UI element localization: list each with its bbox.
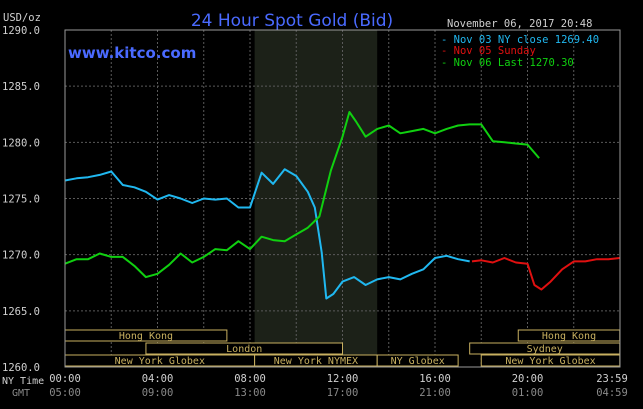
timestamp: November 06, 2017 20:48 bbox=[447, 18, 592, 30]
website-label[interactable]: www.kitco.com bbox=[68, 44, 196, 62]
session-label: London bbox=[226, 344, 262, 355]
session-label: New York NYMEX bbox=[274, 356, 358, 367]
grid-lines bbox=[64, 29, 621, 368]
x-tick-label-gmt: 05:00 bbox=[49, 387, 81, 399]
x-tick-label-ny: 12:00 bbox=[327, 373, 359, 385]
series-line-last bbox=[64, 111, 540, 279]
x-tick-label-gmt: 01:00 bbox=[512, 387, 544, 399]
x-tick-label-gmt: 21:00 bbox=[419, 387, 451, 399]
x-tick-label-gmt: 04:59 bbox=[596, 387, 628, 399]
legend-item-last: - Nov 06 Last 1270.30 bbox=[441, 57, 574, 69]
price-lines bbox=[64, 111, 620, 300]
chart-title: 24 Hour Spot Gold (Bid) bbox=[191, 11, 393, 31]
x-tick-label-ny: 04:00 bbox=[142, 373, 174, 385]
legend: - Nov 03 NY close 1269.40 - Nov 05 Sunda… bbox=[441, 34, 599, 69]
y-tick-label: 1275.0 bbox=[2, 194, 40, 206]
x-tick-label-gmt: 17:00 bbox=[327, 387, 359, 399]
session-label: Sydney bbox=[527, 344, 563, 355]
series-line-ny-close bbox=[64, 168, 470, 300]
x-tick-label-gmt: 13:00 bbox=[234, 387, 266, 399]
session-label: New York Globex bbox=[115, 356, 205, 367]
y-axis-labels: 1290.0 1285.0 1280.0 1275.0 1270.0 1265.0 1260… bbox=[2, 25, 40, 374]
session-label: Hong Kong bbox=[119, 331, 173, 342]
session-bar bbox=[376, 354, 459, 367]
session-label: New York Globex bbox=[505, 356, 595, 367]
x-tick-label-ny: 00:00 bbox=[49, 373, 81, 385]
x-tick-label-ny: 08:00 bbox=[234, 373, 266, 385]
y-tick-label: 1280.0 bbox=[2, 137, 40, 149]
y-tick-label: 1260.0 bbox=[2, 362, 40, 374]
y-tick-label: 1285.0 bbox=[2, 81, 40, 93]
units-label: USD/oz bbox=[3, 12, 41, 24]
x-tick-label-gmt: 09:00 bbox=[142, 387, 174, 399]
legend-item-ny-close: - Nov 03 NY close 1269.40 bbox=[441, 34, 599, 46]
y-tick-label: 1265.0 bbox=[2, 306, 40, 318]
session-label: NY Globex bbox=[391, 356, 445, 367]
x-tick-label-ny: 23:59 bbox=[596, 373, 628, 385]
x-tick-label-ny: 20:00 bbox=[512, 373, 544, 385]
series-line-sunday bbox=[471, 257, 620, 291]
legend-item-sunday: - Nov 05 Sunday bbox=[441, 45, 536, 57]
x-axis-labels: 00:00 04:00 08:00 12:00 16:00 20:00 23:59 05:00… bbox=[2, 373, 628, 399]
y-tick-label: 1270.0 bbox=[2, 250, 40, 262]
session-bar bbox=[145, 342, 343, 355]
y-tick-label: 1290.0 bbox=[2, 25, 40, 37]
x-axis-ny-label: NY Time bbox=[2, 376, 44, 387]
x-axis-gmt-label: GMT bbox=[12, 388, 30, 399]
nymex-highlight-band bbox=[254, 30, 378, 367]
x-tick-label-ny: 16:00 bbox=[419, 373, 451, 385]
plot-frame bbox=[64, 29, 621, 368]
session-label: Hong Kong bbox=[542, 331, 596, 342]
